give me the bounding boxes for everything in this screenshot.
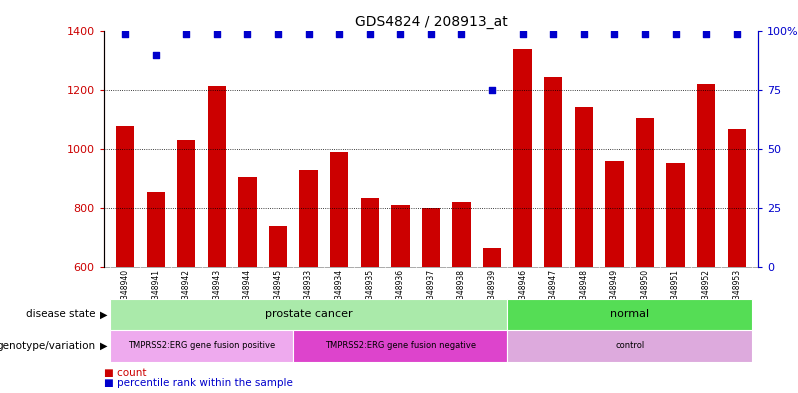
Point [730, 31, 743, 37]
Point [578, 31, 591, 37]
Point [363, 31, 376, 37]
Text: GSM1348933: GSM1348933 [304, 269, 313, 320]
Text: GSM1348952: GSM1348952 [701, 269, 710, 320]
Text: GSM1348940: GSM1348940 [120, 269, 129, 320]
Text: GSM1348937: GSM1348937 [426, 269, 436, 320]
Text: ▶: ▶ [100, 309, 107, 320]
Bar [269, 226, 287, 267]
Bar [728, 129, 746, 267]
Bar [294, 330, 508, 362]
Bar [110, 299, 508, 330]
Text: TMPRSS2:ERG gene fusion positive: TMPRSS2:ERG gene fusion positive [128, 342, 275, 350]
Text: GSM1348943: GSM1348943 [212, 269, 221, 320]
Text: genotype/variation: genotype/variation [0, 341, 96, 351]
Point [455, 31, 468, 37]
Point [119, 31, 132, 37]
Bar [147, 192, 165, 267]
Point [180, 31, 192, 37]
Text: GSM1348946: GSM1348946 [518, 269, 527, 320]
Text: ■ percentile rank within the sample: ■ percentile rank within the sample [104, 378, 293, 388]
Text: control: control [615, 342, 644, 350]
Point [516, 31, 529, 37]
Bar [239, 177, 257, 267]
Text: GSM1348934: GSM1348934 [334, 269, 344, 320]
Text: GSM1348936: GSM1348936 [396, 269, 405, 320]
Bar [697, 84, 715, 267]
Bar [177, 140, 196, 267]
Point [700, 31, 713, 37]
Text: ■ count: ■ count [104, 368, 146, 378]
Text: GSM1348935: GSM1348935 [365, 269, 374, 320]
Point [394, 31, 407, 37]
Text: prostate cancer: prostate cancer [265, 309, 353, 320]
Text: GSM1348947: GSM1348947 [549, 269, 558, 320]
Bar [299, 170, 318, 267]
Text: disease state: disease state [26, 309, 96, 320]
Point [302, 31, 315, 37]
Text: GSM1348950: GSM1348950 [641, 269, 650, 320]
Text: GSM1348941: GSM1348941 [152, 269, 160, 320]
Point [211, 31, 223, 37]
Text: GSM1348949: GSM1348949 [610, 269, 619, 320]
Point [486, 87, 499, 94]
Point [670, 31, 682, 37]
Text: GSM1348939: GSM1348939 [488, 269, 496, 320]
Point [241, 31, 254, 37]
Bar [483, 248, 501, 267]
Bar [116, 126, 134, 267]
Bar [452, 202, 471, 267]
Bar [110, 330, 294, 362]
Bar [391, 205, 409, 267]
Bar [361, 198, 379, 267]
Text: GSM1348938: GSM1348938 [457, 269, 466, 320]
Bar [508, 330, 752, 362]
Point [333, 31, 346, 37]
Bar [207, 86, 226, 267]
Bar [636, 118, 654, 267]
Text: GSM1348945: GSM1348945 [274, 269, 282, 320]
Bar [508, 299, 752, 330]
Point [608, 31, 621, 37]
Bar [330, 152, 349, 267]
Text: ▶: ▶ [100, 341, 107, 351]
Text: normal: normal [610, 309, 650, 320]
Text: TMPRSS2:ERG gene fusion negative: TMPRSS2:ERG gene fusion negative [325, 342, 476, 350]
Text: GSM1348948: GSM1348948 [579, 269, 588, 320]
Point [425, 31, 437, 37]
Bar [544, 77, 563, 267]
Point [638, 31, 651, 37]
Bar [605, 161, 623, 267]
Point [547, 31, 559, 37]
Title: GDS4824 / 208913_at: GDS4824 / 208913_at [354, 15, 508, 29]
Point [271, 31, 284, 37]
Bar [513, 49, 531, 267]
Point [149, 52, 162, 58]
Bar [422, 208, 440, 267]
Text: GSM1348944: GSM1348944 [243, 269, 252, 320]
Text: GSM1348951: GSM1348951 [671, 269, 680, 320]
Text: GSM1348942: GSM1348942 [182, 269, 191, 320]
Bar [666, 163, 685, 267]
Text: GSM1348953: GSM1348953 [733, 269, 741, 320]
Bar [575, 107, 593, 267]
